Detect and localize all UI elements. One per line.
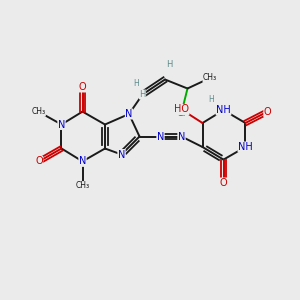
Text: CH₃: CH₃ <box>75 182 90 190</box>
Text: N: N <box>125 109 133 119</box>
Text: H: H <box>134 80 140 88</box>
Text: O: O <box>79 82 86 92</box>
Text: H: H <box>208 95 214 104</box>
Text: Cl: Cl <box>177 107 186 118</box>
Text: N: N <box>118 149 125 160</box>
Text: O: O <box>264 106 272 117</box>
Text: H: H <box>139 90 146 99</box>
Text: O: O <box>35 156 43 167</box>
Text: N: N <box>157 131 164 142</box>
Text: HO: HO <box>174 104 189 115</box>
Text: CH₃: CH₃ <box>203 74 217 82</box>
Text: N: N <box>178 131 185 142</box>
Text: NH: NH <box>238 142 253 152</box>
Text: NH: NH <box>216 105 231 115</box>
Text: N: N <box>58 119 65 130</box>
Text: CH₃: CH₃ <box>31 107 46 116</box>
Text: H: H <box>166 60 173 69</box>
Text: N: N <box>79 156 86 167</box>
Text: O: O <box>220 178 227 188</box>
